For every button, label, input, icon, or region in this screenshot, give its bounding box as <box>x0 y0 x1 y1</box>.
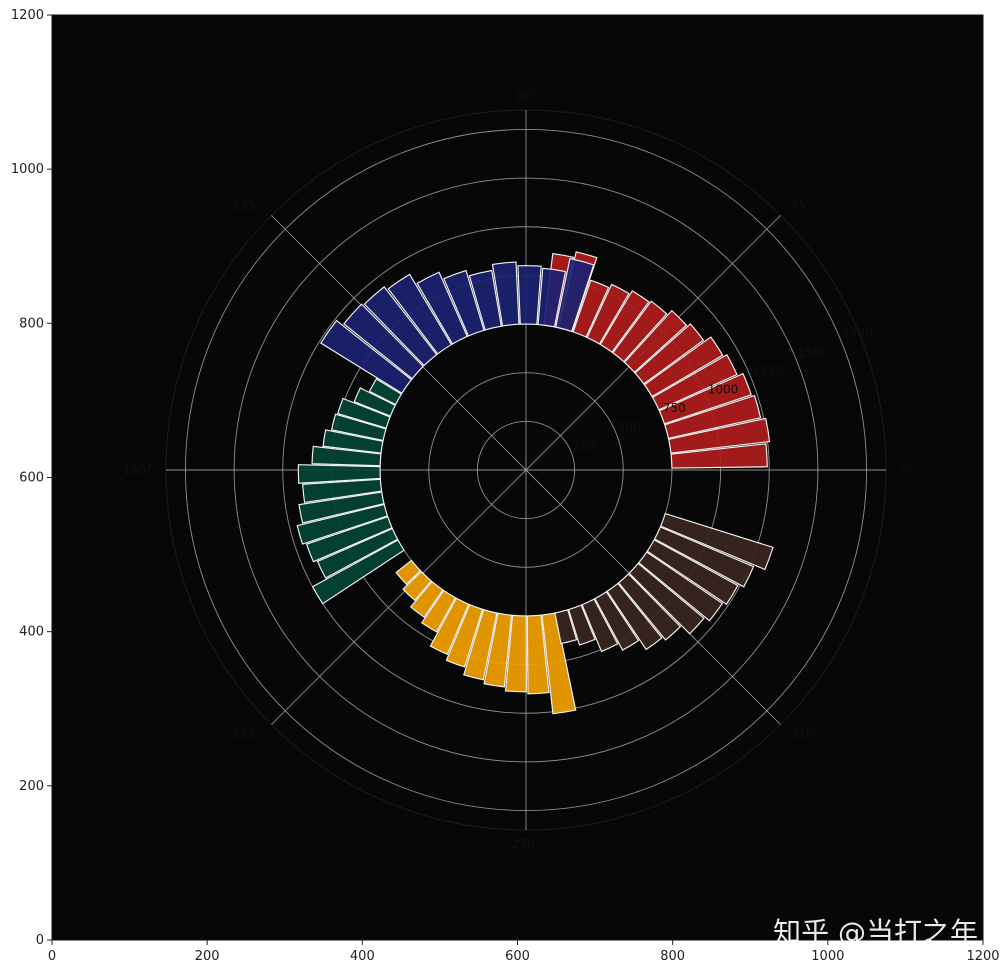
circular-bar <box>409 580 444 618</box>
circular-bar <box>395 559 422 586</box>
cartesian-axes: 0 200 400 600 800 1000 1200 0 200 400 600 800 1000 12… <box>11 8 1000 964</box>
x-tick-label: 1200 <box>966 949 999 964</box>
circular-bar <box>298 491 385 524</box>
circular-bar <box>320 319 413 395</box>
watermark-text: 知乎 @当打之年 <box>773 916 978 949</box>
circular-bar <box>653 526 755 588</box>
x-tick-label: 400 <box>350 949 375 964</box>
radial-tick-label: 1250 <box>753 364 784 378</box>
circular-bar <box>541 612 577 715</box>
circular-bar <box>567 604 596 646</box>
radial-tick-label: 500 <box>618 420 641 434</box>
angle-tick-label: 315° <box>790 727 819 741</box>
x-tick-label: 200 <box>195 949 220 964</box>
circular-bar <box>402 570 433 602</box>
y-tick-label: 600 <box>19 471 44 486</box>
circular-bar <box>363 286 438 367</box>
radial-tick-label: 750 <box>663 401 686 415</box>
circular-bar <box>658 372 752 425</box>
angle-tick-label: 0° <box>900 463 914 477</box>
circular-bar <box>311 445 382 467</box>
angle-tick-label: 45° <box>790 199 811 213</box>
circular-bar <box>643 336 724 398</box>
circular-bars <box>296 251 774 715</box>
circular-bar <box>311 539 405 605</box>
x-tick-label: 600 <box>505 949 530 964</box>
polar-grid <box>165 109 887 831</box>
circular-bar <box>623 309 688 374</box>
circular-bar <box>387 273 453 355</box>
circular-bar <box>572 279 610 338</box>
circular-bar <box>586 283 630 345</box>
radial-tick-label: 1750 <box>843 327 874 341</box>
angle-tick-label: 225° <box>233 727 262 741</box>
circular-bar <box>483 612 513 688</box>
circular-bar <box>526 614 550 695</box>
radial-tick-label: 1000 <box>708 383 739 397</box>
circular-bar <box>667 417 771 454</box>
angle-tick-label: 270° <box>512 837 541 851</box>
polar-labels: 0° 45° 90° 135° 180° 225° 270° 315° 250 500 750 100… <box>123 89 914 851</box>
circular-bar <box>463 608 498 681</box>
circular-bar <box>612 300 668 363</box>
y-tick-label: 400 <box>19 625 44 640</box>
circular-bar <box>322 429 384 454</box>
plot-area-background <box>52 15 983 940</box>
circular-bar <box>599 290 650 353</box>
circular-bar <box>429 597 470 656</box>
circular-bar <box>330 413 387 442</box>
x-tick-label: 800 <box>660 949 685 964</box>
circular-bar <box>554 609 578 645</box>
circular-bar <box>305 516 393 563</box>
circular-bar <box>581 598 619 653</box>
x-tick-label: 0 <box>48 949 56 964</box>
x-tick-label: 1000 <box>811 949 844 964</box>
angle-tick-label: 135° <box>233 199 262 213</box>
circular-bar <box>337 397 391 429</box>
circular-bar <box>491 261 520 327</box>
circular-bar <box>353 387 396 417</box>
circular-bar <box>606 582 663 651</box>
y-tick-label: 200 <box>19 779 44 794</box>
circular-bar <box>659 512 774 571</box>
radial-tick-label: 250 <box>573 438 596 452</box>
angle-tick-label: 180° <box>123 463 152 477</box>
circular-bar <box>302 478 383 504</box>
radial-tick-label: 1500 <box>798 345 829 359</box>
circular-bar <box>664 394 762 439</box>
circular-bar <box>468 269 502 331</box>
angle-tick-label: 90° <box>515 89 536 103</box>
circular-bar <box>504 614 527 693</box>
circular-bar <box>368 378 403 406</box>
circular-bar <box>443 269 485 337</box>
circular-bar <box>421 589 457 633</box>
y-tick-label: 800 <box>19 316 44 331</box>
circular-bar <box>416 271 468 345</box>
y-tick-label: 0 <box>36 933 44 948</box>
circular-bar <box>316 527 399 579</box>
circular-bar <box>651 353 738 411</box>
circular-bar <box>637 551 724 622</box>
angular-grid-line <box>271 469 527 725</box>
circular-bar <box>297 464 381 484</box>
circular-bar <box>594 591 640 651</box>
circular-bar <box>646 539 739 606</box>
circular-bar <box>445 603 484 668</box>
y-tick-label: 1200 <box>11 8 44 23</box>
circular-bar <box>555 257 595 333</box>
circular-bar <box>628 562 705 635</box>
circular-bar <box>634 323 705 385</box>
circular-bar <box>296 503 389 545</box>
circular-bar <box>617 573 682 641</box>
circular-bar <box>537 267 567 328</box>
circular-bar <box>343 303 425 380</box>
y-tick-label: 1000 <box>11 162 44 177</box>
circular-bar <box>670 443 768 469</box>
circular-bar <box>517 265 542 326</box>
